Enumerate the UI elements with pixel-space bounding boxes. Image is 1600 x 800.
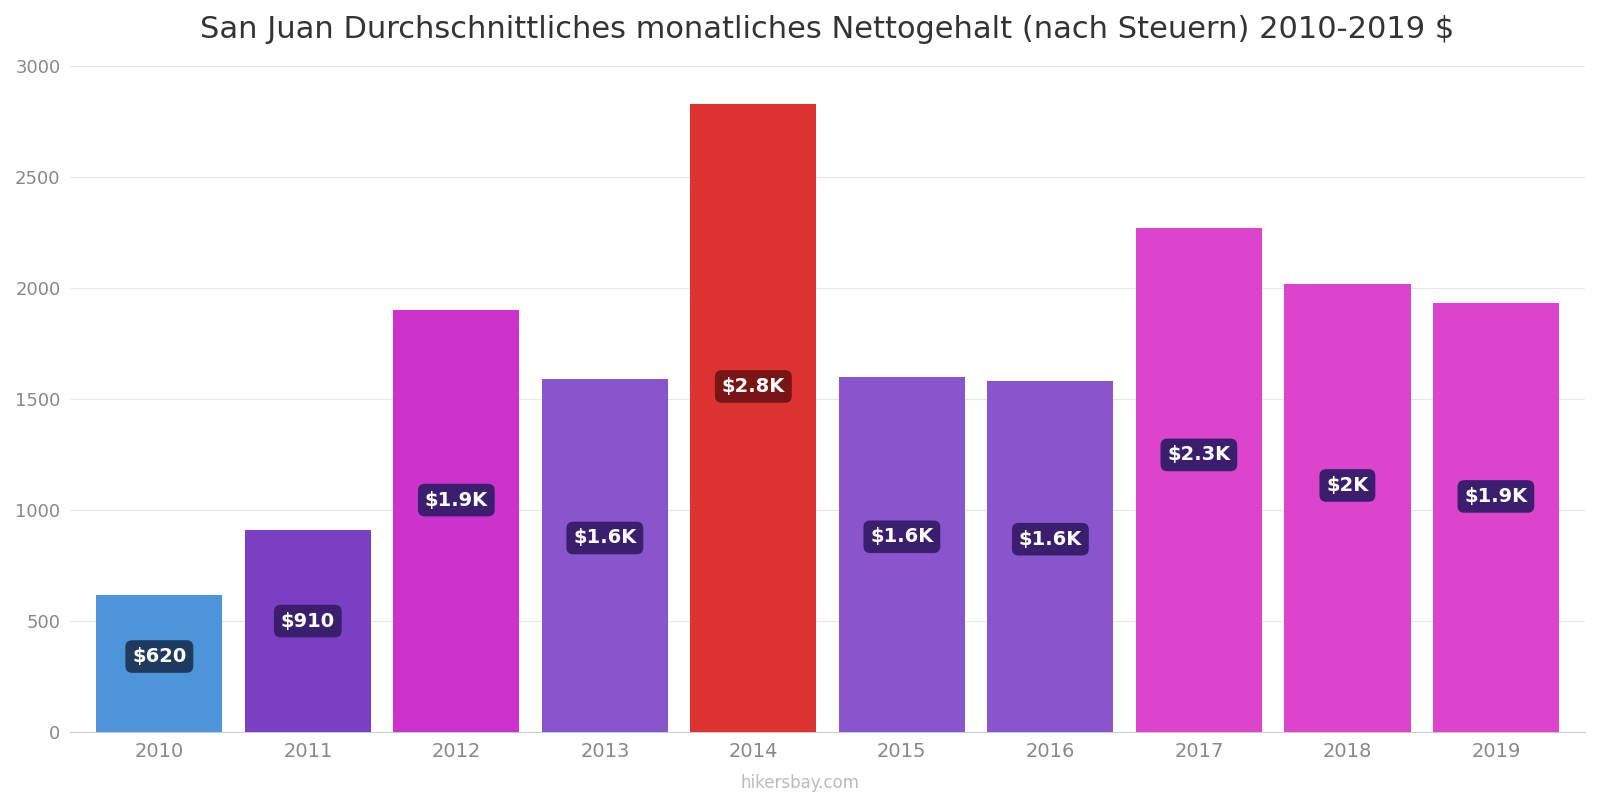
Text: $1.6K: $1.6K [1019,530,1082,549]
Text: $1.9K: $1.9K [424,490,488,510]
Text: $2K: $2K [1326,476,1368,495]
Title: San Juan Durchschnittliches monatliches Nettogehalt (nach Steuern) 2010-2019 $: San Juan Durchschnittliches monatliches … [200,15,1454,44]
Text: $910: $910 [280,611,334,630]
Text: hikersbay.com: hikersbay.com [741,774,859,792]
Bar [96,594,222,732]
Bar [838,377,965,732]
Bar [1136,228,1262,732]
Text: $2.8K: $2.8K [722,377,786,396]
Bar [1432,303,1558,732]
Bar [1285,283,1411,732]
Text: $620: $620 [133,647,187,666]
Bar [245,530,371,732]
Bar [690,103,816,732]
Bar [542,379,667,732]
Text: $1.6K: $1.6K [573,529,637,547]
Text: $2.3K: $2.3K [1168,446,1230,465]
Text: $1.6K: $1.6K [870,527,933,546]
Bar [394,310,520,732]
Bar [987,382,1114,732]
Text: $1.9K: $1.9K [1464,487,1528,506]
